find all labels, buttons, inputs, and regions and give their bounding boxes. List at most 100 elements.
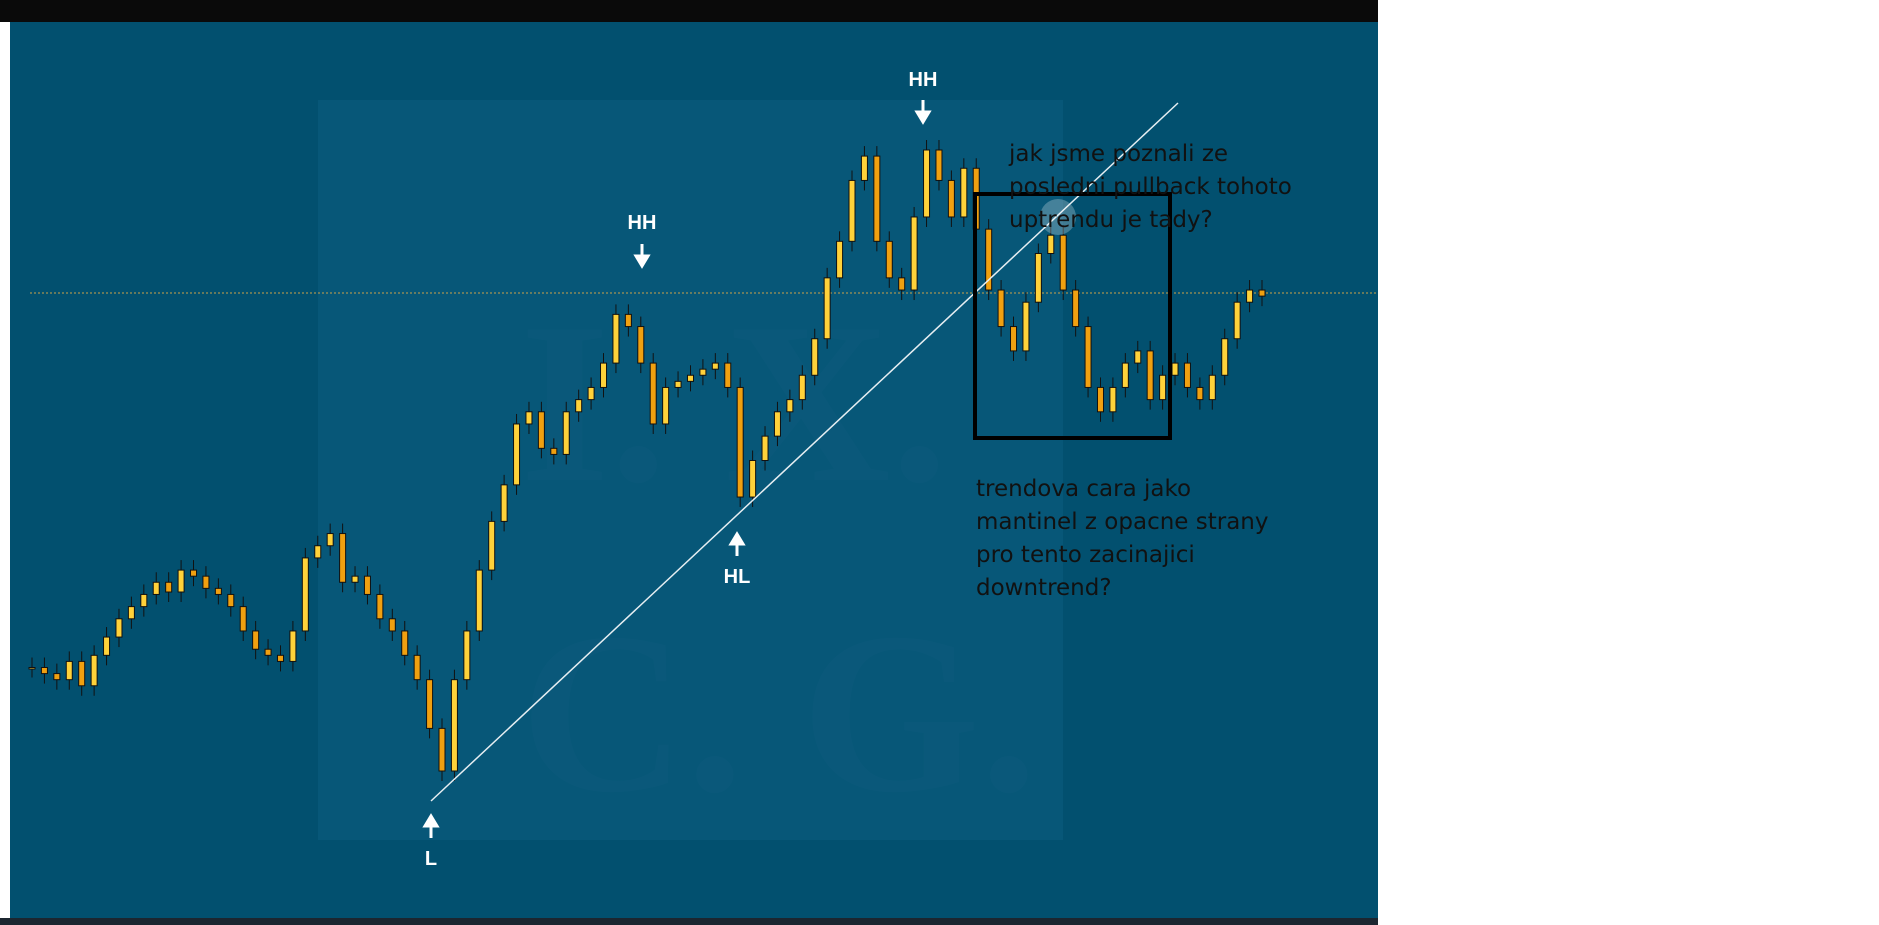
candle (923, 149, 931, 218)
candle (140, 593, 148, 608)
candle (115, 618, 123, 638)
candle (475, 569, 483, 632)
candle (190, 569, 198, 577)
candle (1171, 362, 1179, 376)
candle (127, 606, 135, 620)
candle (388, 618, 396, 632)
candle (761, 435, 769, 462)
candle (1233, 301, 1241, 340)
candle (674, 380, 682, 388)
candle (488, 520, 496, 571)
candle (202, 575, 210, 589)
candle (724, 362, 732, 388)
arrow-down (914, 100, 932, 125)
candle (413, 654, 421, 681)
candle (1246, 289, 1254, 303)
candle (1221, 338, 1229, 376)
candle (786, 399, 794, 413)
note-line: mantinel z opacne strany (976, 509, 1269, 535)
candle (997, 289, 1005, 328)
swing-label: HL (724, 566, 751, 588)
candle (587, 386, 595, 401)
candle (749, 460, 757, 498)
candle (1159, 374, 1167, 401)
candle (1196, 386, 1204, 401)
candle (252, 630, 260, 650)
candle (28, 667, 36, 670)
candle (40, 667, 48, 675)
candle (401, 630, 409, 656)
candle (1208, 374, 1216, 401)
candle (873, 155, 881, 242)
candle (550, 447, 558, 455)
candle (152, 581, 160, 595)
candle (525, 411, 533, 425)
note-line: trendova cara jako (976, 476, 1191, 502)
candle (438, 727, 446, 772)
candle (276, 654, 284, 662)
candle (562, 411, 570, 455)
candle (289, 630, 297, 662)
candle (1022, 301, 1030, 352)
watermark-text: I. X. (520, 275, 948, 530)
candle (363, 575, 371, 595)
candle (214, 587, 222, 595)
candle (1047, 234, 1055, 254)
watermark-box (318, 100, 1063, 840)
candle (339, 533, 347, 583)
candle (848, 179, 856, 242)
candle (898, 277, 906, 291)
candle (537, 411, 545, 449)
candle (1010, 326, 1018, 352)
candle (649, 362, 657, 425)
candle (575, 399, 583, 413)
note-line: posledni pullback tohoto (1009, 174, 1292, 200)
candle (1084, 326, 1092, 388)
candle (935, 149, 943, 181)
candle (885, 240, 893, 279)
candle (165, 581, 173, 593)
arrow-up (728, 531, 746, 556)
candle (836, 240, 844, 279)
swing-label: HH (628, 212, 657, 234)
candle (376, 593, 384, 620)
candle (910, 216, 918, 291)
candle (314, 545, 322, 559)
candle (1146, 350, 1154, 401)
candle (1134, 350, 1142, 364)
note-line: downtrend? (976, 575, 1112, 601)
note-line: jak jsme poznali ze (1008, 141, 1228, 167)
note-line: uptrendu je tady? (1009, 207, 1213, 233)
candle (1059, 234, 1067, 291)
candle (960, 167, 968, 218)
candle (513, 423, 521, 486)
candle (78, 660, 86, 687)
candle (65, 660, 73, 681)
candle (811, 338, 819, 376)
candle (637, 326, 645, 364)
candle (426, 679, 434, 729)
candle (301, 557, 309, 632)
watermark-text: C. G. (520, 585, 1038, 840)
candle (90, 654, 98, 687)
candles (28, 140, 1266, 781)
candle (1121, 362, 1129, 388)
candle (624, 313, 632, 328)
candle (450, 679, 458, 772)
candle (53, 673, 61, 681)
note-line: pro tento zacinajici (976, 542, 1195, 568)
candle (500, 484, 508, 522)
candle (736, 386, 744, 498)
candle (1109, 386, 1117, 413)
arrow-up (422, 813, 440, 838)
candle (773, 411, 781, 437)
highlight-box (973, 192, 1172, 440)
candle (1034, 253, 1042, 303)
candle (326, 533, 334, 547)
top-bar (0, 0, 1378, 22)
candle (351, 575, 359, 583)
candle (177, 569, 185, 593)
candle (686, 374, 694, 382)
candle (1072, 289, 1080, 328)
